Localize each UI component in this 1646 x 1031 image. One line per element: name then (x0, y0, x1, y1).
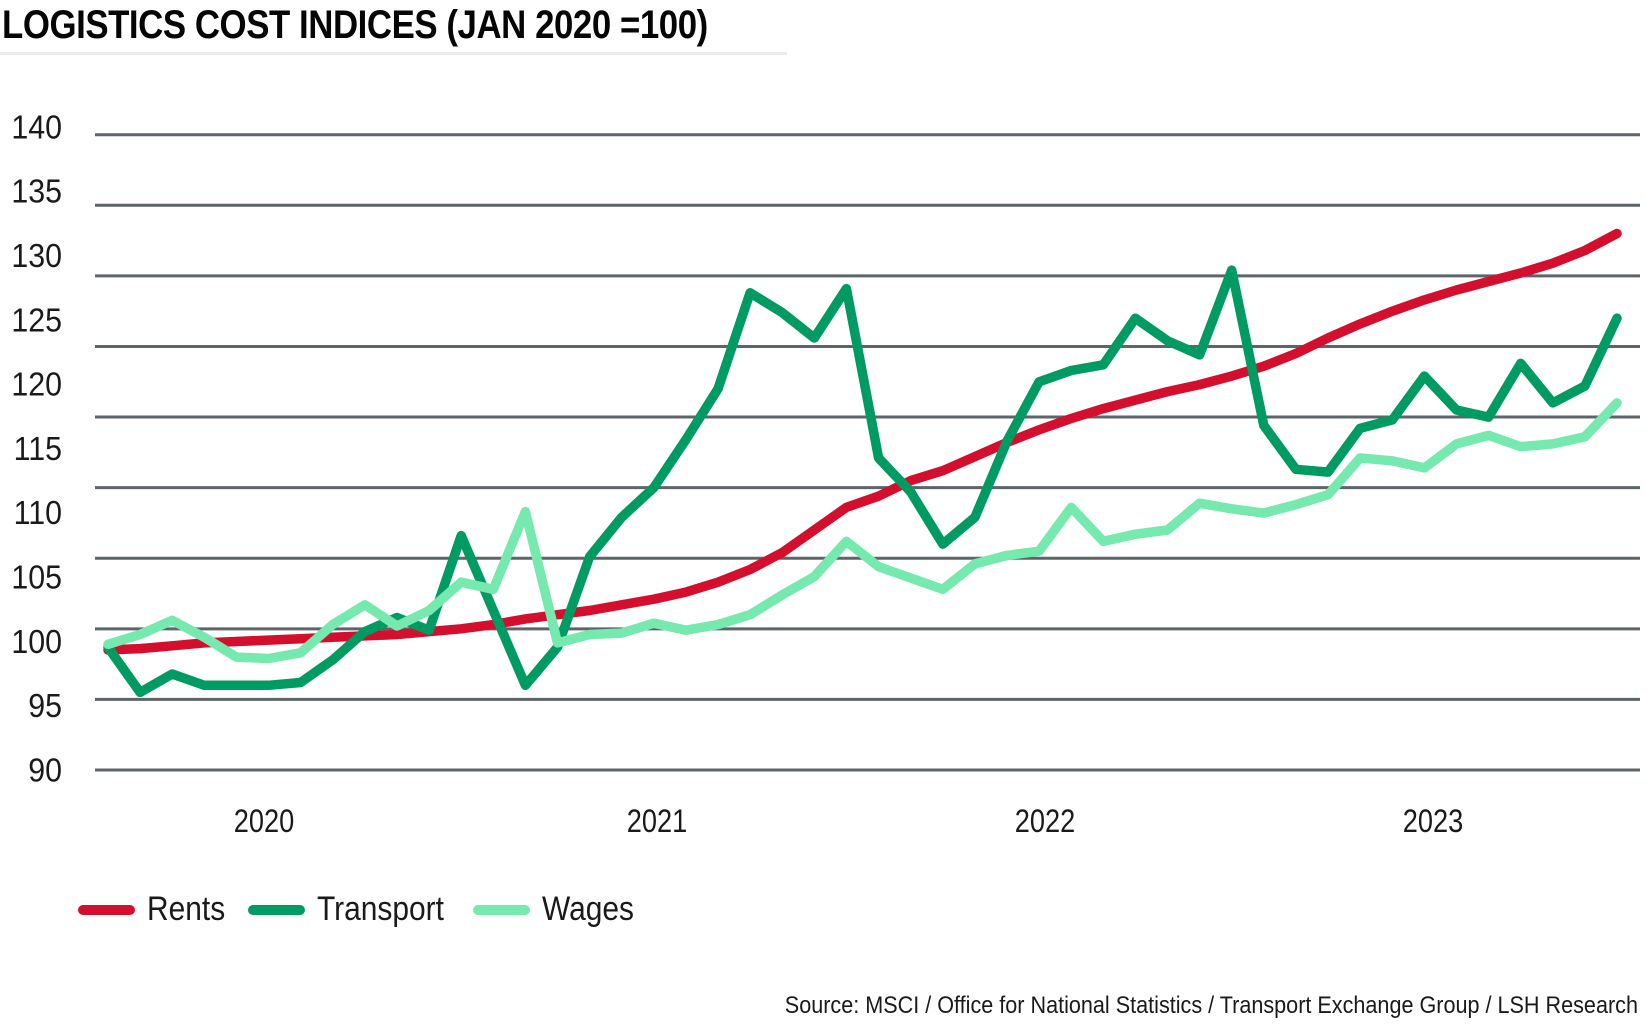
series-line-rents (103, 228, 1622, 655)
y-axis-label-140: 140 (11, 108, 62, 145)
series-line-transport (103, 265, 1622, 698)
page-title-text: LOGISTICS COST INDICES (JAN 2020 =100) (2, 3, 708, 47)
title-underline (0, 52, 787, 55)
legend-swatch-wages (473, 904, 531, 915)
legend-label-transport: Transport (316, 890, 444, 928)
x-axis-label-2020: 2020 (234, 804, 294, 840)
legend-label-wages: Wages (542, 890, 635, 928)
y-axis-label-120: 120 (11, 365, 62, 402)
legend: Rents Transport Wages (78, 890, 647, 929)
legend-swatch-transport (247, 904, 305, 915)
y-axis-label-95: 95 (28, 687, 62, 724)
series-line-wages (103, 398, 1622, 664)
y-axis-label-115: 115 (14, 430, 62, 467)
legend-item-rents: Rents (78, 890, 236, 929)
y-axis-label-100: 100 (11, 623, 62, 660)
y-axis-label-105: 105 (11, 558, 62, 595)
x-axis-label-2021: 2021 (627, 804, 687, 840)
source-note: Source: MSCI / Office for National Stati… (784, 992, 1638, 1019)
x-axis-label-2022: 2022 (1015, 804, 1075, 840)
legend-swatch-rents (78, 904, 135, 915)
legend-item-transport: Transport (247, 890, 461, 929)
legend-item-wages: Wages (473, 890, 647, 929)
y-axis-label-90: 90 (28, 751, 62, 788)
page-title: LOGISTICS COST INDICES (JAN 2020 =100) (2, 3, 802, 48)
y-axis-label-135: 135 (11, 173, 62, 210)
legend-label-rents: Rents (147, 890, 226, 928)
x-axis-label-2023: 2023 (1403, 804, 1463, 840)
y-axis-label-110: 110 (14, 494, 62, 531)
y-axis-label-130: 130 (11, 237, 62, 274)
y-axis-label-125: 125 (11, 301, 62, 338)
